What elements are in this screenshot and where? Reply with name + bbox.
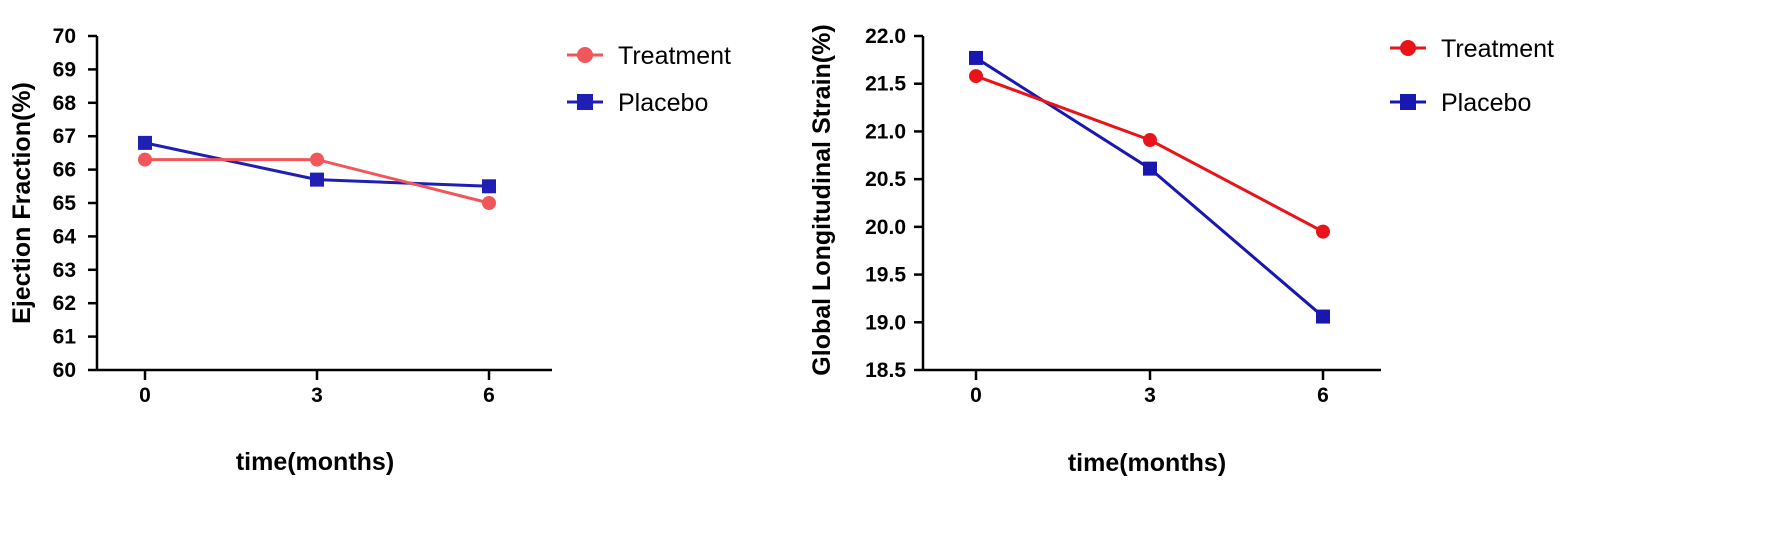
x-tick-label: 3 — [1144, 384, 1156, 407]
y-tick-label: 19.5 — [865, 264, 906, 287]
y-axis-ticks: 60 61 62 63 64 65 66 67 68 69 70 — [53, 25, 97, 382]
series-line-treatment — [975, 74, 1324, 233]
legend-label-treatment: Treatment — [1441, 35, 1554, 63]
data-point-treatment — [138, 152, 152, 167]
legend: Treatment Placebo — [1390, 35, 1554, 117]
data-point-treatment — [969, 69, 983, 84]
x-axis-title: time(months) — [1068, 449, 1226, 477]
series-layer — [969, 50, 1330, 324]
legend-marker-treatment — [1400, 40, 1416, 56]
legend-label-placebo: Placebo — [618, 89, 708, 117]
x-tick-label: 0 — [139, 384, 151, 407]
x-axis-ticks: 0 3 6 — [970, 370, 1329, 407]
legend-marker-placebo — [577, 94, 593, 110]
y-axis-title: Ejection Fraction(%) — [8, 82, 36, 324]
y-tick-label: 21.0 — [865, 120, 906, 143]
y-tick-label: 66 — [53, 159, 76, 182]
data-point-treatment — [310, 152, 324, 167]
legend-label-placebo: Placebo — [1441, 89, 1531, 117]
y-tick-label: 62 — [53, 292, 76, 315]
data-point-treatment — [1316, 224, 1330, 239]
y-tick-label: 67 — [53, 125, 76, 148]
y-tick-label: 18.5 — [865, 359, 906, 382]
legend-label-treatment: Treatment — [618, 42, 731, 70]
ejection-fraction-chart: 60 61 62 63 64 65 66 67 68 69 70 0 3 6 Ejection Frac… — [8, 25, 731, 476]
y-axis-title: Global Longitudinal Strain(%) — [808, 24, 836, 375]
y-tick-label: 20.0 — [865, 216, 906, 239]
y-tick-label: 61 — [53, 326, 77, 349]
y-tick-label: 70 — [53, 25, 76, 48]
data-point-placebo — [138, 135, 152, 150]
data-point-placebo — [1316, 309, 1330, 324]
y-tick-label: 22.0 — [865, 25, 906, 48]
data-point-treatment — [482, 196, 496, 210]
data-point-treatment — [1143, 133, 1157, 148]
y-tick-label: 65 — [53, 192, 77, 215]
x-tick-label: 0 — [970, 384, 982, 407]
x-axis-ticks: 0 3 6 — [139, 370, 495, 407]
y-axis-ticks: 18.5 19.0 19.5 20.0 20.5 21.0 21.5 22.0 — [865, 25, 923, 382]
series-layer — [138, 135, 496, 210]
x-axis-title: time(months) — [236, 448, 394, 476]
y-tick-label: 63 — [53, 259, 76, 282]
data-point-placebo — [969, 50, 983, 65]
y-tick-label: 68 — [53, 92, 77, 115]
x-tick-label: 6 — [1317, 384, 1329, 407]
y-tick-label: 60 — [53, 359, 76, 382]
x-tick-label: 6 — [483, 384, 495, 407]
global-longitudinal-strain-chart: 18.5 19.0 19.5 20.0 20.5 21.0 21.5 22.0 0 3 6 Glo… — [808, 24, 1554, 477]
data-point-placebo — [310, 172, 324, 187]
legend-marker-treatment — [577, 47, 593, 63]
data-point-placebo — [1143, 161, 1157, 176]
data-point-placebo — [482, 179, 496, 194]
legend: Treatment Placebo — [567, 42, 731, 117]
y-tick-label: 20.5 — [865, 168, 906, 191]
y-tick-label: 64 — [53, 225, 77, 248]
y-tick-label: 69 — [53, 58, 76, 81]
x-tick-label: 3 — [311, 384, 323, 407]
legend-marker-placebo — [1400, 94, 1416, 110]
y-tick-label: 21.5 — [865, 73, 906, 96]
y-tick-label: 19.0 — [865, 311, 906, 334]
